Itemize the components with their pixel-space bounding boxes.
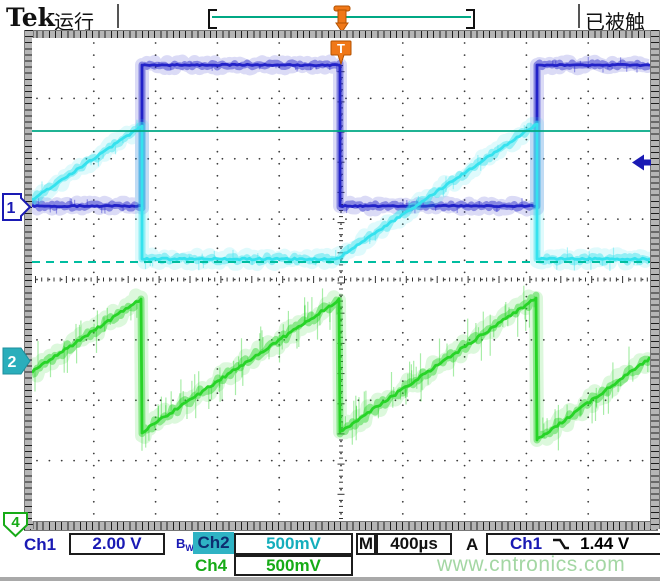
ruler-bottom — [24, 521, 658, 531]
tek-logo: Tek — [6, 3, 55, 32]
waveform-display — [26, 38, 655, 521]
ch2-scale-readout: 500mV — [234, 533, 353, 555]
trigger-level-arrow-icon — [632, 154, 651, 176]
bandwidth-limit-icon: BW — [176, 536, 194, 553]
channel4-reference-marker: 4 — [3, 512, 29, 543]
watermark: www.cntronics.com — [437, 553, 626, 576]
bw-main: B — [176, 536, 186, 551]
ch1-label: Ch1 — [24, 535, 57, 554]
bw-sub: W — [185, 543, 194, 553]
screen-bottom-edge — [0, 577, 660, 581]
trigger-source: Ch1 — [510, 534, 543, 553]
trigger-readout: Ch1 1.44 V — [486, 533, 660, 555]
svg-text:1: 1 — [7, 200, 16, 217]
topbar-divider — [578, 4, 580, 28]
trigger-position-icon — [333, 5, 351, 38]
acquisition-bracket-left — [208, 9, 217, 29]
ruler-right — [650, 30, 660, 529]
svg-text:T: T — [337, 41, 345, 56]
ch1-scale-readout: 2.00 V — [69, 533, 165, 555]
channel1-reference-marker: 1 — [2, 192, 32, 227]
timebase-readout: 400µs — [376, 533, 452, 555]
waveform-canvas — [26, 41, 655, 519]
channel2-reference-marker: 2 — [2, 346, 32, 381]
svg-text:4: 4 — [11, 514, 20, 531]
ch2-label-selected: Ch2 — [193, 532, 234, 554]
falling-edge-icon — [553, 538, 570, 550]
svg-text:2: 2 — [8, 354, 17, 371]
acquisition-bracket-right — [466, 9, 475, 29]
ch4-scale-readout: 500mV — [234, 555, 353, 576]
trigger-point-flag: T — [330, 40, 352, 70]
trigger-level-value: 1.44 V — [580, 534, 630, 553]
trigger-a-label: A — [466, 535, 479, 554]
ch4-label: Ch4 — [195, 556, 228, 575]
acquisition-status: 运行 — [54, 12, 94, 34]
timebase-label: M — [356, 533, 376, 555]
topbar-divider — [117, 4, 119, 28]
